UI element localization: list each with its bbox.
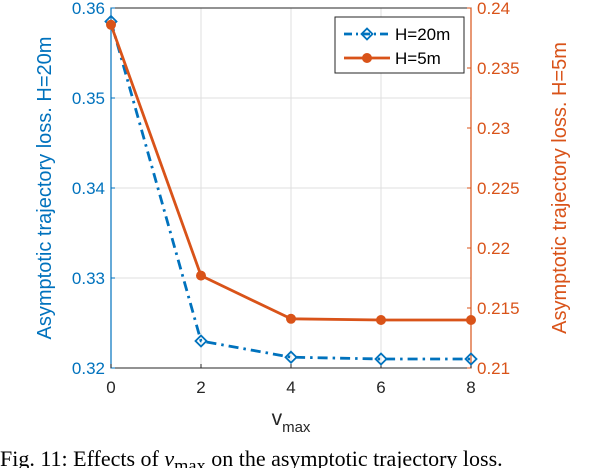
- series-1-point-2: [286, 313, 296, 324]
- x-axis-label-subscript: max: [282, 419, 311, 436]
- series-1-point-3: [376, 315, 386, 325]
- series-1: [106, 19, 476, 325]
- right-y-tick-label-6: 0.24: [477, 0, 510, 18]
- x-tick-label-2: 4: [286, 378, 295, 397]
- caption-prefix: Fig. 11: Effects of: [0, 450, 165, 468]
- right-y-tick-label-3: 0.225: [477, 179, 520, 198]
- legend-marker-1: [362, 53, 372, 63]
- left-y-tick-label-0: 0.32: [72, 359, 105, 378]
- legend-label-0: H=20m: [395, 25, 450, 44]
- series-0-point-4: [464, 352, 478, 366]
- left-y-axis: 0.32 0.33 0.34 0.35 0.36: [72, 0, 115, 378]
- right-y-tick-label-5: 0.235: [477, 59, 520, 78]
- legend-marker-0: [360, 27, 374, 41]
- legend-box: [334, 16, 465, 74]
- left-y-axis-label: Asymptotic trajectory loss. H=20m: [34, 37, 56, 340]
- x-axis-label: vmax: [272, 407, 311, 436]
- x-tick-label-3: 6: [376, 378, 385, 397]
- left-y-tick-label-3: 0.35: [72, 89, 105, 108]
- x-axis: 0 2 4 6 8: [106, 364, 476, 397]
- caption-suffix: on the asymptotic trajectory loss.: [205, 450, 503, 468]
- caption-symbol: vmax: [164, 450, 205, 468]
- left-y-tick-label-2: 0.34: [72, 179, 105, 198]
- x-tick-label-1: 2: [196, 378, 205, 397]
- legend: H=20m H=5m: [334, 16, 465, 74]
- series-0-point-1: [194, 334, 208, 348]
- series-1-point-4: [466, 315, 476, 325]
- series-1-point-1: [196, 270, 206, 281]
- right-y-tick-label-0: 0.21: [477, 359, 510, 378]
- series-line-0: [109, 21, 471, 361]
- caption-symbol-main: v: [164, 450, 175, 468]
- x-tick-label-4: 8: [466, 378, 475, 397]
- series-0-point-2: [284, 350, 298, 364]
- left-y-tick-label-1: 0.33: [72, 269, 105, 288]
- series-0-point-3: [374, 352, 388, 366]
- right-y-tick-label-1: 0.215: [477, 299, 520, 318]
- x-axis-label-main: v: [272, 407, 283, 430]
- right-y-axis: 0.21 0.215 0.22 0.225 0.23 0.235 0.24: [467, 0, 520, 378]
- x-tick-label-0: 0: [106, 378, 115, 397]
- series-layer: [104, 14, 478, 366]
- caption-symbol-subscript: max: [174, 455, 206, 468]
- figure-caption: Fig. 11: Effects of vmax on the asymptot…: [0, 450, 592, 468]
- right-y-axis-label: Asymptotic trajectory loss. H=5m: [549, 42, 571, 334]
- right-y-tick-label-4: 0.23: [477, 119, 510, 138]
- series-1-point-0: [106, 19, 116, 30]
- left-y-tick-label-4: 0.36: [72, 0, 105, 18]
- right-y-tick-label-2: 0.22: [477, 239, 510, 258]
- legend-label-1: H=5m: [395, 49, 441, 68]
